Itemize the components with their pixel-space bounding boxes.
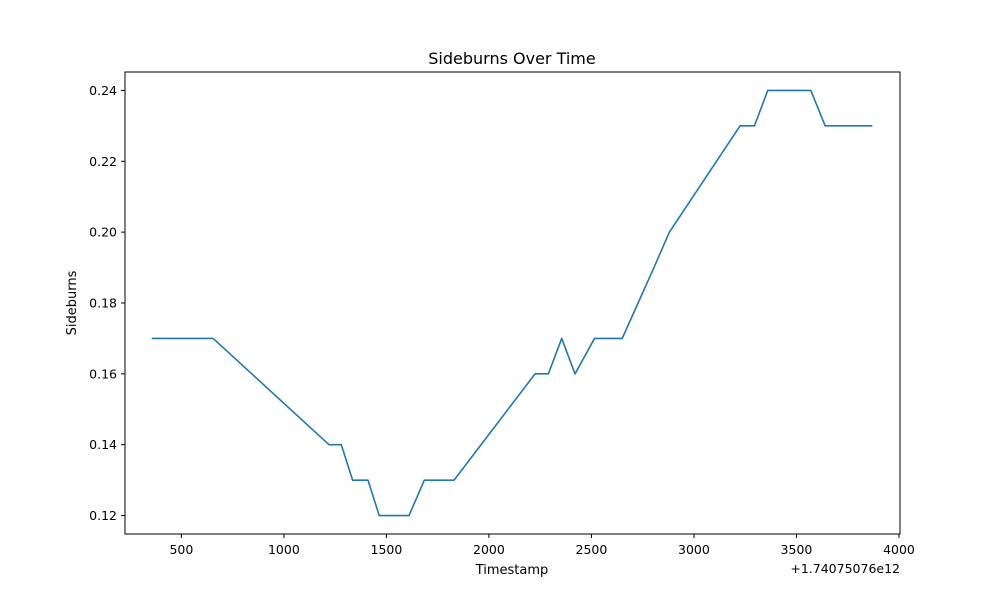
y-axis: 0.12 0.14 0.16 0.18 0.20 0.22 0.24: [89, 83, 125, 523]
y-tick-label: 0.14: [89, 437, 117, 452]
y-tick-label: 0.12: [89, 508, 117, 523]
x-axis-offset-label: +1.74075076e12: [790, 561, 900, 576]
y-tick-label: 0.22: [89, 154, 117, 169]
chart-title: Sideburns Over Time: [428, 49, 595, 68]
x-tick-label: 500: [169, 542, 193, 557]
x-tick-label: 2000: [473, 542, 505, 557]
x-tick-label: 3000: [678, 542, 710, 557]
x-tick-label: 1000: [268, 542, 300, 557]
x-tick-label: 1500: [371, 542, 403, 557]
series-line-0: [151, 89, 873, 517]
x-axis: 500 1000 1500 2000 2500 3000 3500 4000: [169, 534, 915, 557]
y-tick-label: 0.18: [89, 296, 117, 311]
x-tick-label: 4000: [883, 542, 915, 557]
x-tick-label: 3500: [781, 542, 813, 557]
y-axis-title: Sideburns: [65, 270, 80, 335]
x-tick-label: 2500: [576, 542, 608, 557]
y-tick-label: 0.24: [89, 83, 117, 98]
y-tick-label: 0.16: [89, 366, 117, 381]
y-tick-label: 0.20: [89, 225, 117, 240]
plot-area: [151, 89, 873, 517]
x-axis-title: Timestamp: [475, 563, 549, 578]
